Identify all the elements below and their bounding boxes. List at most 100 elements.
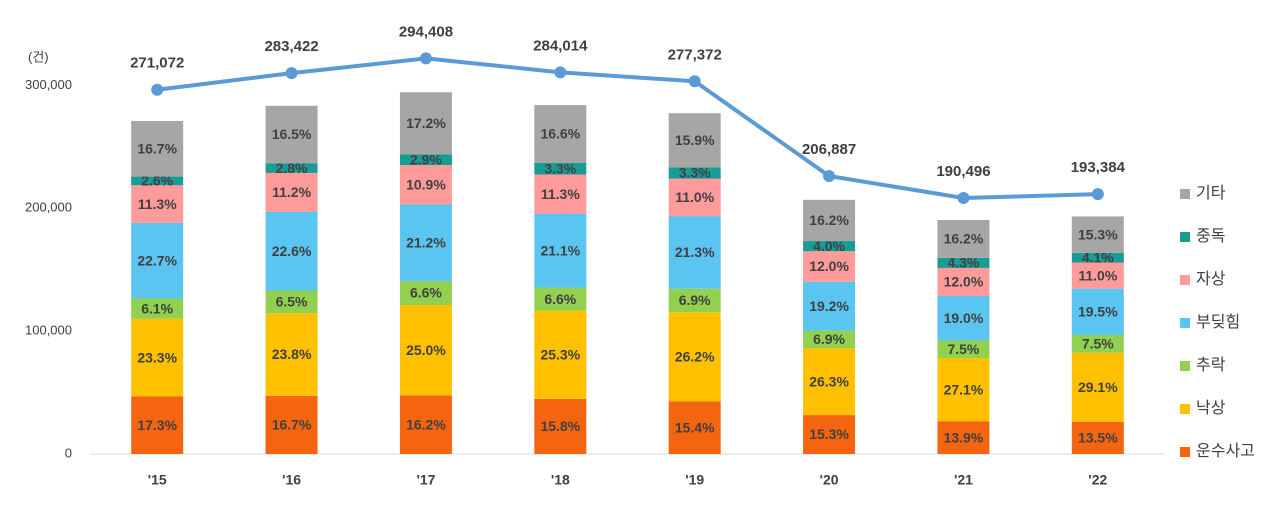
segment-label: 16.6% [540,126,580,142]
legend-swatch [1180,318,1190,328]
segment-label: 2.8% [276,160,308,176]
segment-label: 25.3% [540,346,580,362]
bar-segment [265,172,318,212]
bar-segment [534,287,587,311]
segment-label: 6.9% [813,331,845,347]
bar-segment [534,310,587,399]
bar-segment [937,267,990,297]
legend-label: 중독 [1196,228,1225,245]
bar-segment [937,421,990,454]
y-tick-label: 100,000 [25,323,72,338]
segment-label: 29.1% [1078,379,1118,395]
legend-swatch [1180,189,1190,199]
x-tick-label: '19 [685,472,704,488]
legend-swatch [1180,275,1190,285]
segment-label: 22.6% [272,243,312,259]
bar-segment [265,163,318,173]
bar-segment [668,178,721,217]
bar-segment [399,395,452,454]
total-point [554,66,567,79]
segment-label: 19.0% [944,310,984,326]
bar-segment [399,154,452,166]
segment-label: 22.7% [137,252,177,268]
bar-segment [131,396,184,454]
segment-label: 12.0% [944,274,984,290]
bar-segment [937,340,990,359]
segment-label: 15.3% [1078,226,1118,242]
segment-label: 7.5% [947,341,979,357]
bar-segment [803,281,856,331]
legend-label: 기타 [1196,184,1226,202]
segment-label: 13.9% [944,429,984,445]
bar-segment [131,185,184,223]
segment-label: 6.1% [141,300,173,316]
total-label: 271,072 [130,55,184,72]
bar-segment [131,222,184,299]
y-tick-label: 300,000 [25,77,72,92]
total-label: 294,408 [399,23,453,40]
bar-segment [1071,216,1124,253]
segment-label: 19.5% [1078,304,1118,320]
bar-segment [265,211,318,291]
total-point [285,67,298,80]
segment-label: 16.5% [272,126,312,142]
segment-label: 11.0% [1078,267,1117,283]
bar-segment [803,251,856,282]
segment-label: 27.1% [944,381,984,397]
bar-segment [1071,262,1124,289]
segment-label: 26.3% [809,373,849,389]
segment-label: 16.2% [406,416,446,432]
legend-swatch [1180,404,1190,414]
bar-segment [937,296,990,341]
total-line [156,56,1098,201]
bar-segment [803,199,856,242]
segment-label: 13.5% [1078,430,1118,446]
segment-label: 3.3% [544,160,576,176]
x-tick-label: '15 [148,472,167,488]
total-label: 206,887 [802,141,856,158]
total-label: 193,384 [1071,159,1126,176]
segment-label: 11.3% [138,196,177,212]
bar-segment [668,113,721,168]
total-point [1091,188,1104,201]
bar-segment [399,304,452,396]
legend-label: 낙상 [1196,399,1226,417]
bar-segment [1071,252,1124,263]
segment-label: 17.3% [137,417,177,433]
segment-label: 21.1% [540,242,580,258]
total-point [823,169,836,182]
bar-segment [399,92,452,155]
segment-label: 26.2% [675,349,715,365]
bar-segment [534,105,587,163]
y-tick-label: 0 [65,445,72,460]
bar-segment [265,290,318,314]
x-tick-label: '18 [551,472,570,488]
segment-label: 3.3% [679,165,711,181]
total-label: 283,422 [264,38,318,55]
y-unit-label: (건) [28,49,49,64]
segment-label: 16.7% [137,140,177,156]
segment-label: 6.6% [410,285,442,301]
x-tick-label: '22 [1088,472,1107,488]
y-tick-label: 200,000 [25,200,72,215]
bar-segment [803,241,856,252]
segment-label: 2.6% [141,173,173,189]
legend-swatch [1180,447,1190,457]
bar-segment [1071,421,1124,454]
segment-label: 21.2% [406,234,446,250]
bar-segment [534,162,587,175]
segment-label: 4.3% [947,255,979,271]
bar-segment [399,165,452,205]
bar-segment [668,288,721,313]
bar-segment [399,204,452,282]
bar-segment [265,313,318,396]
segment-label: 17.2% [406,115,446,131]
segment-label: 4.1% [1082,249,1114,265]
total-label: 277,372 [668,46,722,63]
segment-label: 2.9% [410,151,442,167]
bar-segment [265,105,318,164]
x-tick-label: '20 [820,472,839,488]
x-tick-label: '16 [282,472,301,488]
segment-label: 10.9% [406,176,446,192]
